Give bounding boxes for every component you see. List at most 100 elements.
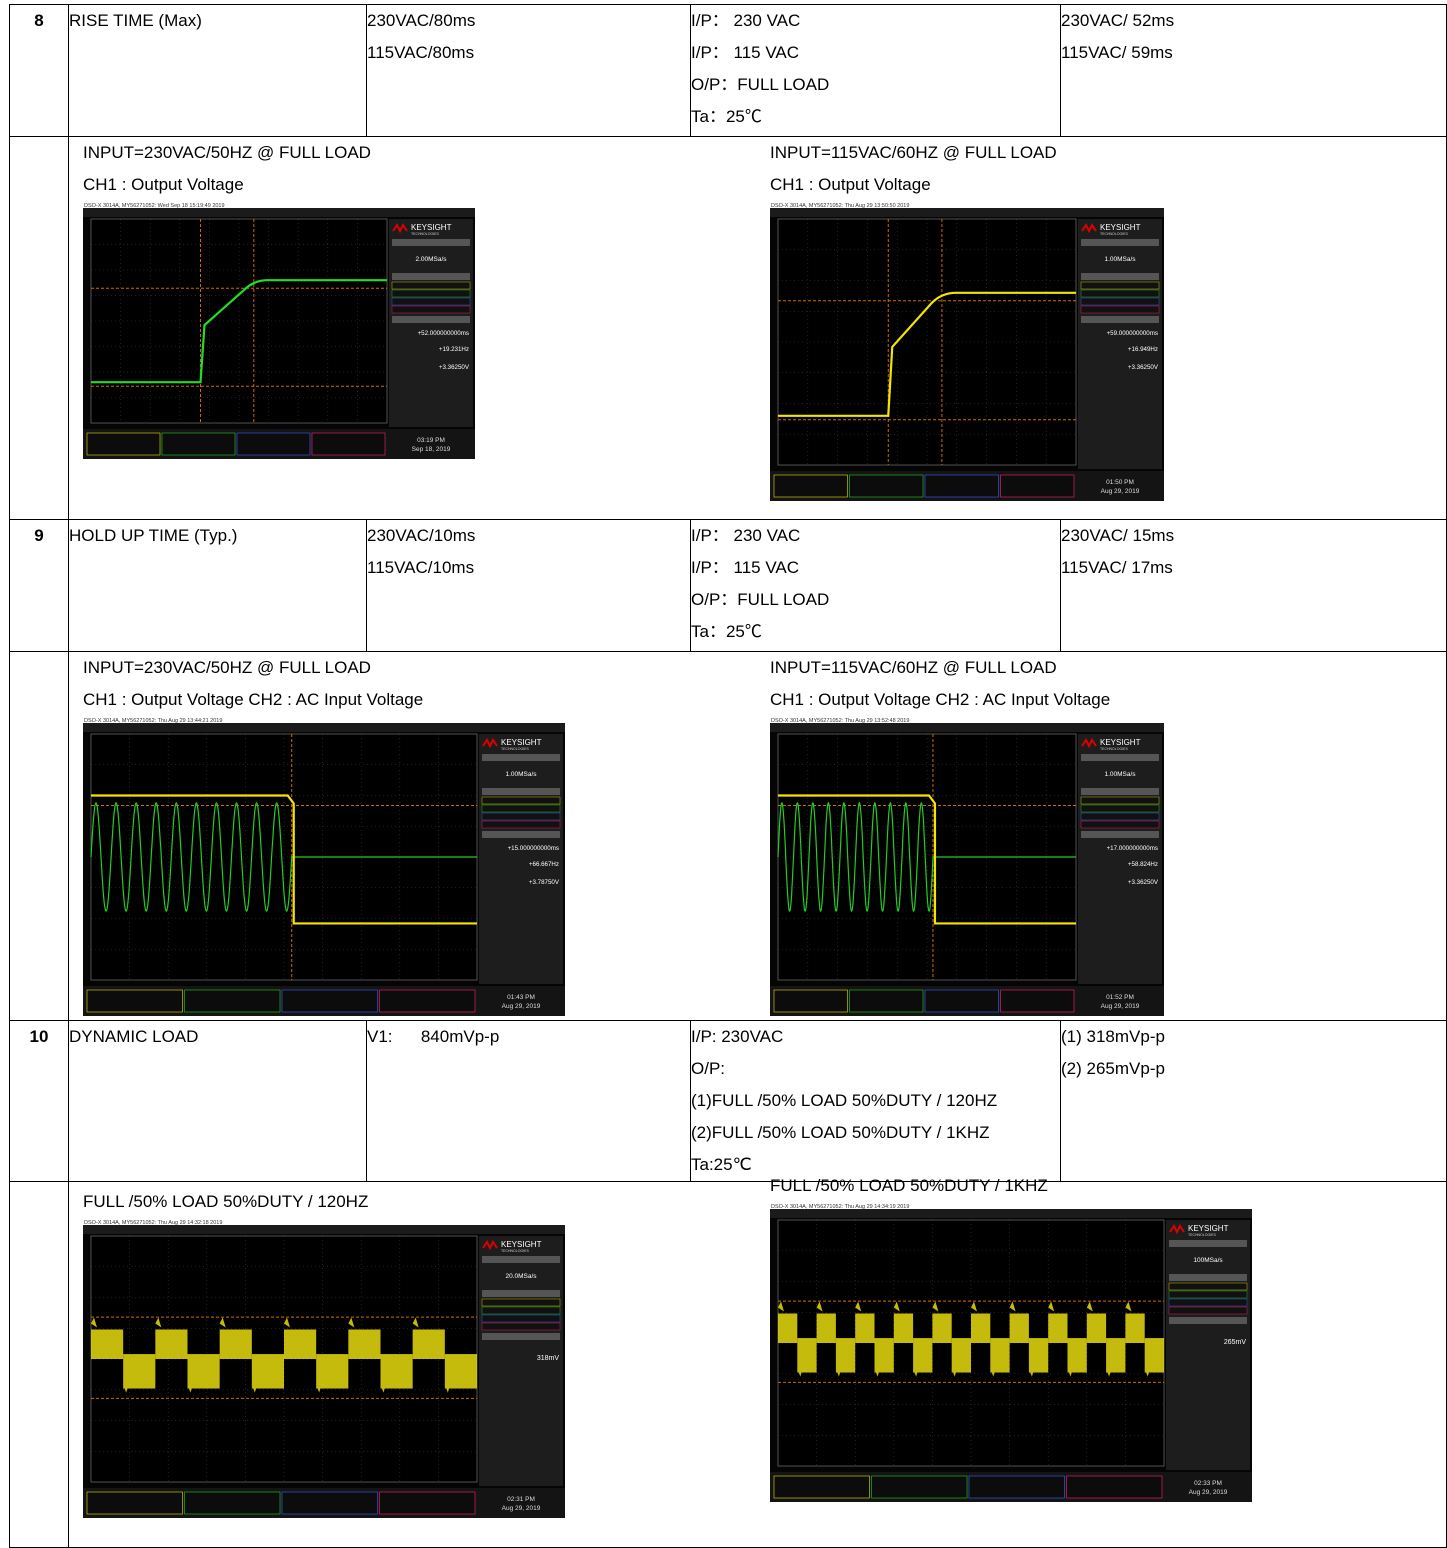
channel-status bbox=[379, 1491, 476, 1515]
oscilloscope-screenshot: DSO-X 3014A, MY56271052: Thu Aug 29 14:3… bbox=[770, 1202, 1252, 1502]
oscilloscope-screenshot: DSO-X 3014A, MY56271052: Thu Aug 29 14:3… bbox=[83, 1218, 565, 1518]
waveform-panel: INPUT=230VAC/50HZ @ FULL LOAD CH1 : Outp… bbox=[83, 137, 371, 201]
channel-row bbox=[1080, 804, 1160, 813]
empty-cell bbox=[9, 1181, 69, 1548]
spike bbox=[855, 1301, 862, 1312]
waveform-panel: FULL /50% LOAD 50%DUTY / 120HZ bbox=[83, 1186, 368, 1218]
spike bbox=[797, 1366, 804, 1377]
panel-caption: INPUT=230VAC/50HZ @ FULL LOAD bbox=[83, 658, 371, 677]
inv-delta-x: +16.949Hz bbox=[1128, 346, 1158, 353]
brand-sub: TECHNOLOGIES bbox=[1188, 1233, 1216, 1237]
channel-status bbox=[86, 989, 183, 1013]
panel-section bbox=[1081, 273, 1159, 280]
scope-header-bg bbox=[83, 716, 565, 723]
scope-svg: DSO-X 3014A, MY56271052: Thu Aug 29 13:5… bbox=[770, 201, 1164, 501]
panel-section bbox=[392, 273, 470, 280]
capture-time: 02:33 PM bbox=[1194, 1480, 1222, 1487]
waveform-row: INPUT=230VAC/50HZ @ FULL LOAD CH1 : Outp… bbox=[9, 136, 1447, 520]
result-cell: 230VAC/ 52ms 115VAC/ 59ms bbox=[1060, 4, 1447, 137]
panel-caption: FULL /50% LOAD 50%DUTY / 1KHZ bbox=[770, 1176, 1048, 1195]
panel-caption: CH1 : Output Voltage CH2 : AC Input Volt… bbox=[83, 690, 424, 709]
spike bbox=[187, 1382, 194, 1393]
scope-header-bg bbox=[770, 716, 1164, 723]
scope-svg: DSO-X 3014A, MY56271052: Thu Aug 29 13:4… bbox=[83, 716, 565, 1016]
channel-row bbox=[481, 1298, 561, 1307]
channel-status bbox=[311, 432, 386, 456]
load-step-band bbox=[91, 1329, 124, 1359]
spike bbox=[251, 1382, 258, 1393]
panel-section bbox=[1081, 831, 1159, 838]
brand-name: KEYSIGHT bbox=[1100, 223, 1141, 232]
panel-caption: CH1 : Output Voltage bbox=[770, 175, 931, 194]
scope-svg: DSO-X 3014A, MY56271052: Thu Aug 29 13:5… bbox=[770, 716, 1164, 1016]
capture-time: 01:52 PM bbox=[1106, 994, 1134, 1001]
ac-input-trace bbox=[90, 801, 477, 913]
load-step-band bbox=[971, 1313, 991, 1343]
delta-x: +52.000000000ms bbox=[418, 330, 469, 337]
channel-status bbox=[773, 474, 848, 498]
scope-top-bar bbox=[83, 208, 475, 217]
load-step-band bbox=[1086, 1313, 1107, 1343]
channel-status bbox=[236, 432, 311, 456]
side-panel bbox=[479, 1236, 563, 1486]
spike bbox=[1125, 1301, 1132, 1312]
ac-input-trace bbox=[777, 801, 1076, 913]
panel-section bbox=[1081, 754, 1159, 761]
load-step-band bbox=[444, 1354, 477, 1389]
scope-top-bar bbox=[770, 1209, 1252, 1218]
channel-row bbox=[1080, 820, 1160, 829]
channel-status bbox=[379, 989, 476, 1013]
sample-rate: 1.00MSa/s bbox=[505, 771, 537, 778]
brand-sub: TECHNOLOGIES bbox=[1100, 232, 1128, 236]
load-step-band bbox=[348, 1329, 381, 1359]
spike bbox=[835, 1366, 842, 1377]
spike bbox=[1048, 1301, 1055, 1312]
keysight-logo-icon bbox=[392, 223, 408, 234]
load-step-band bbox=[855, 1313, 875, 1343]
channel-status bbox=[871, 1475, 968, 1499]
load-step-band bbox=[155, 1329, 188, 1359]
load-step-band bbox=[123, 1354, 156, 1389]
item-number: 9 bbox=[9, 519, 69, 652]
scope-top-bar bbox=[770, 208, 1164, 217]
channel-row bbox=[1080, 281, 1160, 290]
spike bbox=[1106, 1366, 1113, 1377]
spike bbox=[155, 1317, 162, 1328]
load-step-band bbox=[797, 1338, 817, 1373]
channel-status bbox=[161, 432, 236, 456]
spec-cell: 230VAC/10ms 115VAC/10ms bbox=[366, 519, 691, 652]
panel-section bbox=[1169, 1240, 1247, 1247]
load-step-band bbox=[1028, 1338, 1049, 1373]
oscilloscope-screenshot: DSO-X 3014A, MY56271052: Thu Aug 29 13:5… bbox=[770, 716, 1164, 1016]
channel-row bbox=[481, 804, 561, 813]
peak-to-peak: 318mV bbox=[537, 1355, 560, 1362]
keysight-logo-icon bbox=[1081, 738, 1097, 749]
table-row: 10 DYNAMIC LOAD V1: 840mVp-p I/P: 230VAC… bbox=[9, 1020, 1447, 1182]
condition-cell: I/P： 230 VAC I/P： 115 VAC O/P：FULL LOAD Ta… bbox=[690, 4, 1061, 137]
channel-row bbox=[1080, 289, 1160, 298]
brand-name: KEYSIGHT bbox=[411, 223, 452, 232]
channel-row bbox=[391, 289, 471, 298]
empty-cell bbox=[9, 651, 69, 1021]
load-step-band bbox=[316, 1354, 349, 1389]
graticule-border bbox=[777, 218, 1077, 466]
panel-section bbox=[392, 239, 470, 246]
channel-row bbox=[1168, 1306, 1248, 1315]
channel-status bbox=[1000, 989, 1075, 1013]
delta-x: +15.000000000ms bbox=[508, 845, 559, 852]
capture-date: Aug 29, 2019 bbox=[1101, 488, 1140, 495]
scope-svg: DSO-X 3014A, MY56271052: Thu Aug 29 14:3… bbox=[83, 1218, 565, 1518]
delta-y: +3.36250V bbox=[1128, 364, 1159, 371]
spike bbox=[123, 1382, 130, 1393]
inv-delta-x: +58.824Hz bbox=[1128, 861, 1158, 868]
keysight-logo-icon bbox=[482, 738, 498, 749]
keysight-logo-icon bbox=[1081, 223, 1097, 234]
spike bbox=[971, 1301, 977, 1312]
waveform-panel: INPUT=230VAC/50HZ @ FULL LOAD CH1 : Outp… bbox=[83, 652, 423, 716]
brand-sub: TECHNOLOGIES bbox=[501, 747, 529, 751]
side-panel bbox=[1078, 734, 1162, 984]
channel-status bbox=[924, 989, 999, 1013]
panel-section bbox=[482, 1256, 560, 1263]
scope-header: DSO-X 3014A, MY56271052: Thu Aug 29 14:3… bbox=[84, 1220, 222, 1226]
waveform-row: FULL /50% LOAD 50%DUTY / 120HZ DSO-X 301… bbox=[9, 1176, 1447, 1548]
